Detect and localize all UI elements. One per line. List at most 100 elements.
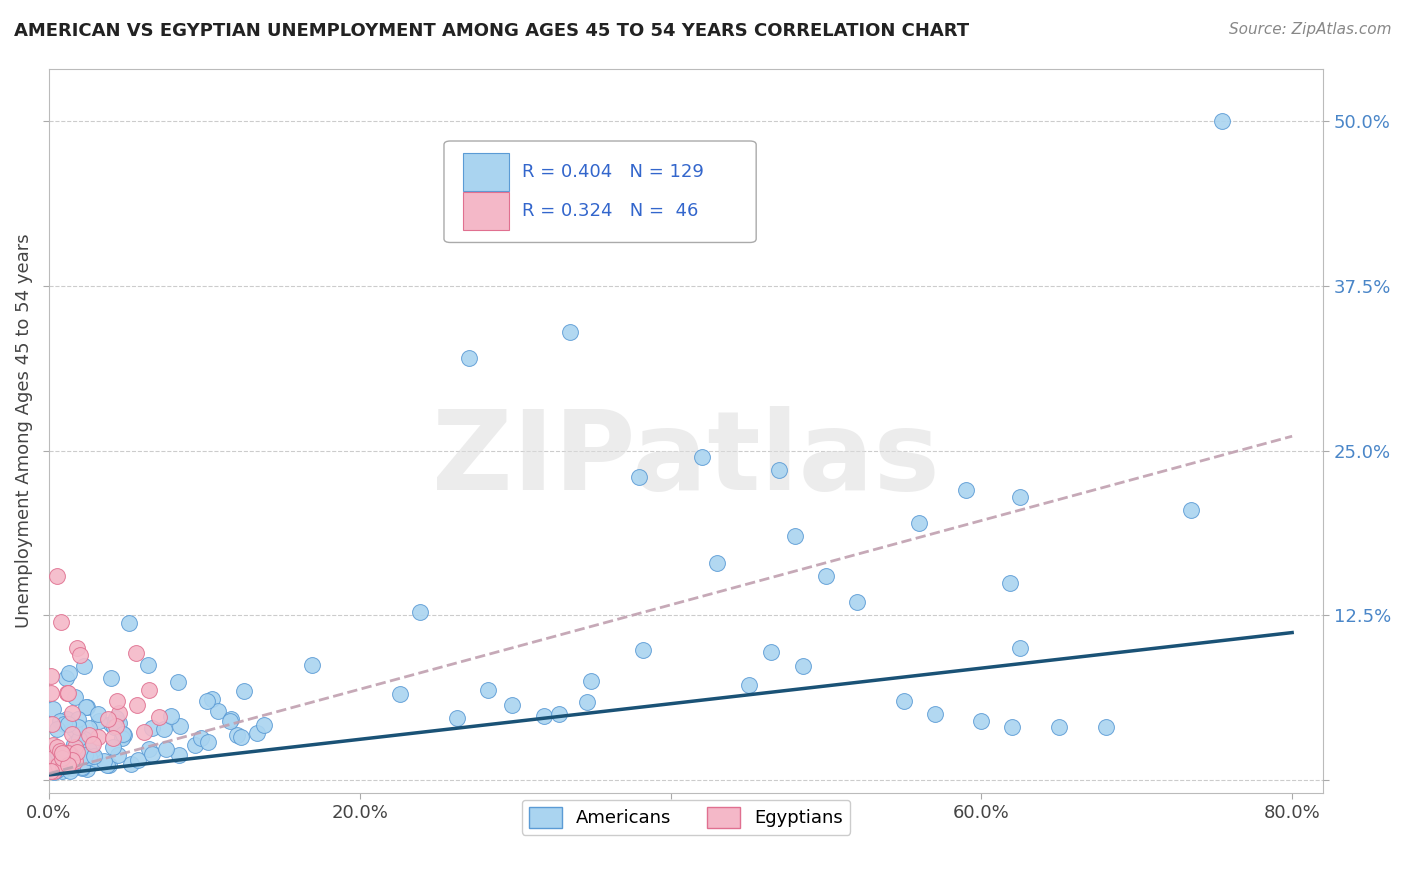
- Point: [893, 694, 915, 708]
- Text: ZIPatlas: ZIPatlas: [432, 407, 941, 514]
- Point: [41, 702, 63, 716]
- Point: [138, 742, 160, 756]
- Point: [42, 764, 65, 778]
- Point: [49, 714, 72, 728]
- Point: [56, 757, 79, 772]
- Point: [41, 749, 63, 764]
- Point: [998, 576, 1021, 591]
- Point: [107, 747, 129, 762]
- Point: [159, 708, 181, 723]
- Point: [132, 724, 155, 739]
- Point: [138, 683, 160, 698]
- Point: [69, 742, 91, 756]
- Point: [60, 762, 83, 776]
- Point: [197, 735, 219, 749]
- Point: [51, 746, 73, 760]
- Point: [108, 716, 131, 731]
- Point: [738, 678, 761, 692]
- Point: [690, 450, 713, 465]
- Point: [169, 719, 191, 733]
- Point: [56, 758, 79, 772]
- Text: R = 0.404   N = 129: R = 0.404 N = 129: [522, 163, 703, 181]
- Point: [73, 732, 96, 747]
- Point: [1211, 114, 1233, 128]
- Point: [51, 764, 73, 779]
- Point: [41, 717, 63, 731]
- Point: [66, 641, 89, 656]
- Point: [389, 687, 412, 701]
- Point: [908, 516, 931, 531]
- Point: [127, 753, 149, 767]
- Point: [190, 731, 212, 745]
- Point: [45, 569, 67, 583]
- Point: [52, 717, 75, 731]
- Point: [225, 728, 247, 742]
- Point: [141, 747, 163, 761]
- Point: [100, 671, 122, 685]
- Point: [229, 731, 252, 745]
- Text: Source: ZipAtlas.com: Source: ZipAtlas.com: [1229, 22, 1392, 37]
- Point: [253, 717, 276, 731]
- Text: R = 0.324   N =  46: R = 0.324 N = 46: [522, 202, 699, 220]
- FancyBboxPatch shape: [463, 193, 509, 230]
- Point: [39, 686, 62, 700]
- Point: [67, 731, 90, 746]
- Point: [219, 712, 242, 726]
- Point: [62, 749, 84, 764]
- Point: [533, 709, 555, 723]
- Point: [558, 325, 581, 339]
- Point: [1010, 490, 1032, 504]
- Point: [792, 659, 814, 673]
- Point: [103, 739, 125, 754]
- Point: [628, 470, 651, 484]
- Point: [55, 671, 77, 685]
- Point: [77, 743, 100, 757]
- Point: [70, 761, 93, 775]
- Point: [45, 722, 67, 736]
- Point: [52, 751, 75, 765]
- Point: [51, 751, 73, 765]
- Point: [39, 764, 62, 779]
- Point: [1180, 503, 1202, 517]
- Point: [117, 615, 139, 630]
- Point: [59, 764, 82, 778]
- Point: [87, 730, 110, 744]
- Point: [114, 728, 136, 742]
- Point: [55, 712, 77, 726]
- Point: [51, 749, 73, 764]
- Point: [1010, 641, 1032, 656]
- Point: [446, 711, 468, 725]
- Point: [72, 741, 94, 756]
- Point: [219, 714, 242, 729]
- Point: [56, 747, 79, 761]
- Point: [56, 686, 79, 700]
- Point: [576, 695, 599, 709]
- Point: [70, 759, 93, 773]
- Point: [67, 748, 90, 763]
- Point: [58, 717, 80, 731]
- Point: [96, 757, 118, 772]
- Point: [79, 750, 101, 764]
- Point: [207, 704, 229, 718]
- Point: [169, 748, 191, 763]
- Point: [56, 686, 79, 700]
- Point: [633, 643, 655, 657]
- Point: [82, 737, 104, 751]
- Point: [103, 720, 125, 734]
- Point: [44, 765, 66, 780]
- Point: [42, 744, 65, 758]
- Point: [58, 750, 80, 764]
- Point: [82, 749, 104, 764]
- Point: [579, 674, 602, 689]
- Point: [42, 759, 65, 773]
- Point: [41, 761, 63, 775]
- Point: [46, 745, 69, 759]
- Point: [301, 657, 323, 672]
- Point: [93, 755, 115, 769]
- Point: [111, 731, 134, 746]
- Point: [39, 669, 62, 683]
- Point: [67, 720, 90, 734]
- Point: [924, 707, 946, 722]
- Point: [56, 752, 79, 766]
- Point: [98, 758, 121, 772]
